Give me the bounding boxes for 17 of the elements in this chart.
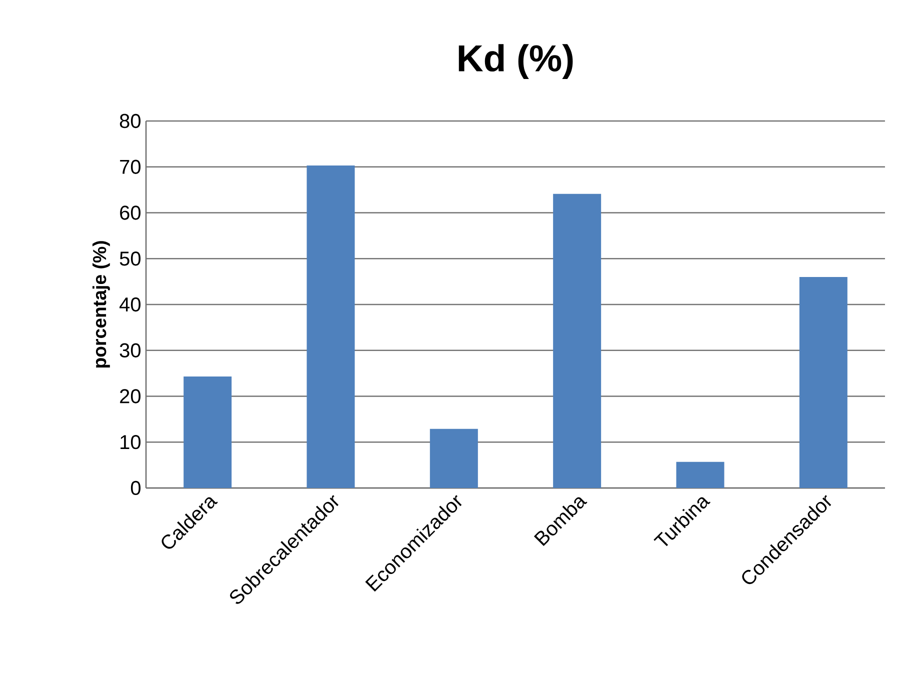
y-tick-label: 80 bbox=[120, 114, 140, 128]
bar bbox=[306, 165, 355, 488]
y-tick-label: 60 bbox=[120, 206, 140, 220]
y-tick-label: 50 bbox=[120, 252, 140, 266]
bar bbox=[676, 462, 724, 488]
y-tick-label: 10 bbox=[120, 435, 140, 450]
bar bbox=[184, 376, 232, 488]
y-tick-label: 70 bbox=[120, 160, 140, 174]
bar bbox=[799, 276, 848, 488]
y-tick-label: 20 bbox=[120, 389, 140, 404]
y-tick-label: 40 bbox=[120, 297, 140, 312]
bar bbox=[553, 194, 602, 488]
bar bbox=[430, 428, 478, 488]
y-tick-label: 30 bbox=[120, 343, 140, 358]
y-axis-title: porcentaje (%) bbox=[92, 241, 110, 368]
chart-title: Kd (%) bbox=[458, 44, 573, 79]
y-tick-label: 0 bbox=[130, 480, 141, 496]
